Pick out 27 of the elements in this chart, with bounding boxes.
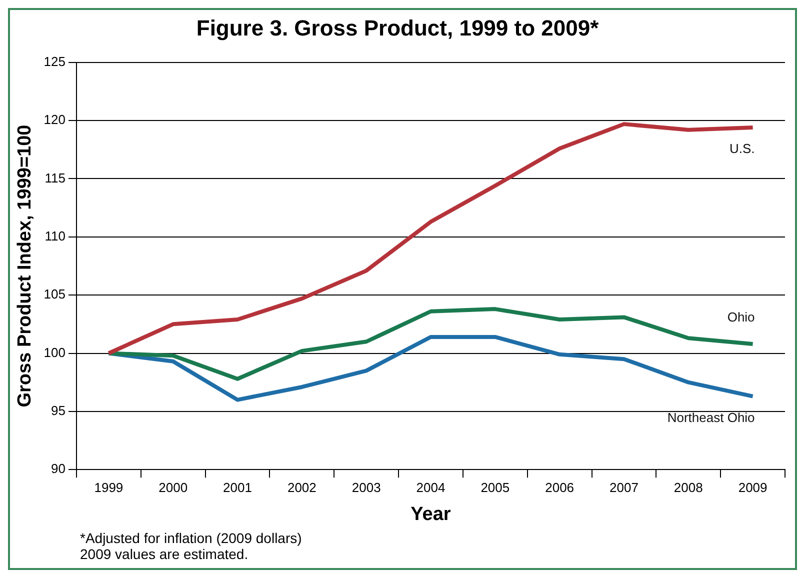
text: 2009 values are estimated.: [80, 546, 250, 562]
x-tick-label: 2004: [416, 480, 446, 495]
x-tick-label: 2001: [223, 480, 252, 495]
x-tick-label: 1999: [94, 480, 124, 495]
x-tick-label: 2003: [352, 480, 381, 495]
x-axis-title: Year: [410, 504, 452, 525]
y-axis-title: Gross Product Index, 1999=100: [14, 124, 36, 408]
x-tick-label: 2000: [158, 480, 188, 495]
text: *Adjusted for inflation (2009 dollars): [80, 530, 303, 546]
x-tick-label: 2009: [738, 480, 768, 495]
y-tick-label: 90: [51, 461, 66, 476]
y-tick-label: 110: [44, 228, 66, 244]
series-label: U.S.: [730, 141, 755, 156]
series-label: Northeast Ohio: [667, 410, 755, 425]
y-tick-label: 125: [44, 54, 66, 69]
y-tick-label: 105: [44, 286, 66, 302]
x-tick-label: 2006: [545, 480, 574, 495]
y-tick-label: 120: [44, 112, 66, 128]
y-tick-label: 115: [44, 170, 66, 186]
x-tick-label: 2007: [610, 480, 638, 495]
y-tick-label: 100: [44, 344, 66, 360]
chart-title: Figure 3. Gross Product, 1999 to 2009*: [196, 15, 600, 40]
x-tick-label: 2005: [480, 480, 510, 495]
series-label: Ohio: [727, 310, 755, 325]
x-tick-label: 2002: [287, 480, 316, 495]
x-tick-label: 2008: [674, 480, 703, 495]
y-tick-label: 95: [51, 403, 66, 418]
